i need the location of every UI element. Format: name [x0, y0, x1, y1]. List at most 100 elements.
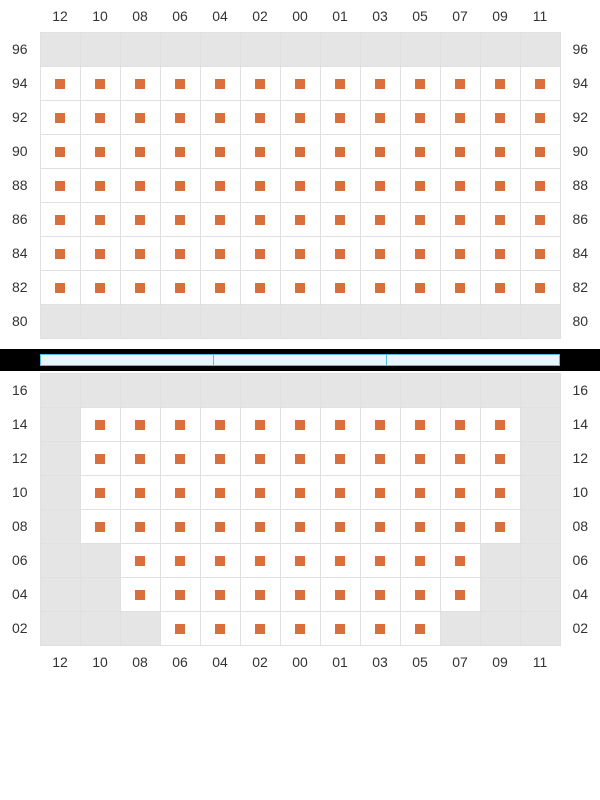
seat-cell[interactable]	[481, 442, 521, 476]
seat-cell[interactable]	[201, 271, 241, 305]
seat-cell[interactable]	[121, 101, 161, 135]
seat-cell[interactable]	[441, 237, 481, 271]
seat-cell[interactable]	[161, 237, 201, 271]
seat-cell[interactable]	[481, 408, 521, 442]
seat-cell[interactable]	[441, 510, 481, 544]
seat-cell[interactable]	[81, 101, 121, 135]
seat-cell[interactable]	[201, 203, 241, 237]
seat-cell[interactable]	[401, 135, 441, 169]
seat-cell[interactable]	[41, 169, 81, 203]
seat-cell[interactable]	[81, 510, 121, 544]
seat-cell[interactable]	[81, 271, 121, 305]
seat-cell[interactable]	[321, 101, 361, 135]
seat-cell[interactable]	[441, 544, 481, 578]
seat-cell[interactable]	[401, 476, 441, 510]
seat-cell[interactable]	[201, 67, 241, 101]
seat-cell[interactable]	[161, 612, 201, 646]
seat-cell[interactable]	[281, 203, 321, 237]
seat-cell[interactable]	[201, 578, 241, 612]
seat-cell[interactable]	[441, 135, 481, 169]
seat-cell[interactable]	[361, 442, 401, 476]
seat-cell[interactable]	[441, 169, 481, 203]
seat-cell[interactable]	[281, 476, 321, 510]
seat-cell[interactable]	[321, 442, 361, 476]
seat-cell[interactable]	[481, 169, 521, 203]
seat-cell[interactable]	[281, 237, 321, 271]
seat-cell[interactable]	[321, 510, 361, 544]
seat-cell[interactable]	[361, 510, 401, 544]
seat-cell[interactable]	[401, 544, 441, 578]
seat-cell[interactable]	[241, 67, 281, 101]
seat-cell[interactable]	[121, 169, 161, 203]
seat-cell[interactable]	[321, 612, 361, 646]
seat-cell[interactable]	[321, 135, 361, 169]
seat-cell[interactable]	[401, 442, 441, 476]
seat-cell[interactable]	[281, 271, 321, 305]
seat-cell[interactable]	[401, 271, 441, 305]
seat-cell[interactable]	[361, 544, 401, 578]
seat-cell[interactable]	[361, 612, 401, 646]
seat-cell[interactable]	[281, 578, 321, 612]
seat-cell[interactable]	[281, 544, 321, 578]
seat-cell[interactable]	[361, 578, 401, 612]
seat-cell[interactable]	[241, 442, 281, 476]
seat-cell[interactable]	[241, 476, 281, 510]
seat-cell[interactable]	[241, 203, 281, 237]
seat-cell[interactable]	[121, 510, 161, 544]
seat-cell[interactable]	[241, 237, 281, 271]
seat-cell[interactable]	[401, 203, 441, 237]
seat-cell[interactable]	[521, 135, 561, 169]
seat-cell[interactable]	[481, 67, 521, 101]
seat-cell[interactable]	[161, 135, 201, 169]
seat-cell[interactable]	[121, 544, 161, 578]
seat-cell[interactable]	[481, 476, 521, 510]
seat-cell[interactable]	[201, 169, 241, 203]
seat-cell[interactable]	[281, 67, 321, 101]
seat-cell[interactable]	[81, 135, 121, 169]
seat-cell[interactable]	[41, 67, 81, 101]
seat-cell[interactable]	[81, 203, 121, 237]
seat-cell[interactable]	[281, 510, 321, 544]
seat-cell[interactable]	[281, 169, 321, 203]
seat-cell[interactable]	[321, 408, 361, 442]
seat-cell[interactable]	[321, 544, 361, 578]
seat-cell[interactable]	[201, 510, 241, 544]
seat-cell[interactable]	[81, 67, 121, 101]
seat-cell[interactable]	[161, 408, 201, 442]
seat-cell[interactable]	[441, 476, 481, 510]
seat-cell[interactable]	[281, 612, 321, 646]
seat-cell[interactable]	[321, 476, 361, 510]
seat-cell[interactable]	[201, 442, 241, 476]
seat-cell[interactable]	[121, 476, 161, 510]
seat-cell[interactable]	[41, 203, 81, 237]
seat-cell[interactable]	[121, 237, 161, 271]
seat-cell[interactable]	[361, 169, 401, 203]
seat-cell[interactable]	[241, 408, 281, 442]
seat-cell[interactable]	[241, 271, 281, 305]
seat-cell[interactable]	[401, 237, 441, 271]
seat-cell[interactable]	[441, 442, 481, 476]
seat-cell[interactable]	[41, 101, 81, 135]
seat-cell[interactable]	[281, 135, 321, 169]
seat-cell[interactable]	[161, 442, 201, 476]
seat-cell[interactable]	[401, 408, 441, 442]
seat-cell[interactable]	[401, 612, 441, 646]
seat-cell[interactable]	[201, 408, 241, 442]
seat-cell[interactable]	[321, 169, 361, 203]
seat-cell[interactable]	[201, 544, 241, 578]
seat-cell[interactable]	[241, 169, 281, 203]
seat-cell[interactable]	[281, 408, 321, 442]
seat-cell[interactable]	[401, 67, 441, 101]
seat-cell[interactable]	[161, 578, 201, 612]
seat-cell[interactable]	[321, 578, 361, 612]
seat-cell[interactable]	[481, 510, 521, 544]
seat-cell[interactable]	[441, 271, 481, 305]
seat-cell[interactable]	[441, 101, 481, 135]
seat-cell[interactable]	[441, 67, 481, 101]
seat-cell[interactable]	[121, 271, 161, 305]
seat-cell[interactable]	[361, 476, 401, 510]
seat-cell[interactable]	[521, 67, 561, 101]
seat-cell[interactable]	[481, 101, 521, 135]
seat-cell[interactable]	[161, 271, 201, 305]
seat-cell[interactable]	[361, 203, 401, 237]
